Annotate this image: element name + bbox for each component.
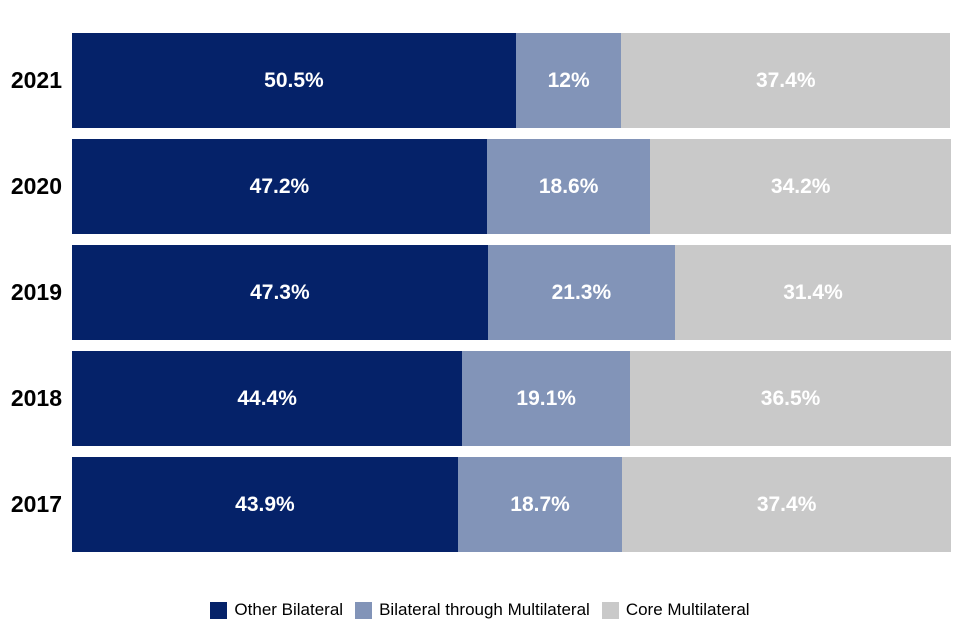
value-label: 36.5%	[760, 386, 821, 410]
legend-label: Core Multilateral	[625, 600, 750, 619]
value-label: 50.5%	[264, 68, 324, 92]
value-label: 19.1%	[516, 386, 576, 410]
value-label: 34.2%	[770, 174, 831, 198]
bar-segment-core-multilateral: 34.2%	[650, 139, 951, 234]
chart-legend: Other Bilateral Bilateral through Multila…	[0, 600, 960, 620]
bar-segment-other-bilateral: 44.4%	[72, 351, 463, 446]
value-label: 47.2%	[249, 174, 310, 198]
value-label: 31.4%	[783, 280, 843, 304]
bar-area: 50.5% 12% 37.4%	[72, 33, 951, 128]
legend-swatch-icon	[355, 601, 373, 619]
value-label: 21.3%	[551, 280, 612, 304]
bar-chart-plot-area: 2021 50.5% 12% 37.4% 2020 47.2% 18.6% 34.2% 2019…	[0, 33, 960, 563]
bar-segment-other-bilateral: 47.3%	[72, 245, 488, 340]
bar-row-2019: 2019 47.3% 21.3% 31.4%	[0, 245, 960, 340]
year-label: 2019	[10, 279, 62, 305]
legend-label: Other Bilateral	[234, 600, 344, 619]
value-label: 47.3%	[250, 280, 310, 304]
bar-segment-core-multilateral: 36.5%	[630, 351, 951, 446]
bar-row-2021: 2021 50.5% 12% 37.4%	[0, 33, 960, 128]
year-label: 2017	[10, 491, 62, 517]
legend-item-core-multilateral: Core Multilateral	[601, 600, 750, 620]
bar-segment-core-multilateral: 37.4%	[622, 457, 951, 552]
year-label: 2020	[10, 173, 62, 199]
bar-segment-core-multilateral: 37.4%	[621, 33, 951, 128]
legend-item-other-bilateral: Other Bilateral	[210, 600, 343, 620]
bar-segment-bilateral-through-multilateral: 19.1%	[462, 351, 631, 446]
bar-area: 44.4% 19.1% 36.5%	[72, 351, 951, 446]
bar-row-2020: 2020 47.2% 18.6% 34.2%	[0, 139, 960, 234]
bar-segment-bilateral-through-multilateral: 21.3%	[487, 245, 675, 340]
bar-segment-other-bilateral: 43.9%	[72, 457, 458, 552]
value-label: 37.4%	[756, 492, 817, 516]
bar-area: 47.3% 21.3% 31.4%	[72, 245, 951, 340]
year-label: 2018	[10, 385, 62, 411]
legend-item-bilateral-through-multilateral: Bilateral through Multilateral	[355, 600, 590, 620]
value-label: 44.4%	[237, 386, 297, 410]
bar-area: 43.9% 18.7% 37.4%	[72, 457, 951, 552]
value-label: 37.4%	[755, 68, 816, 92]
legend-label: Bilateral through Multilateral	[379, 600, 590, 619]
bar-segment-core-multilateral: 31.4%	[674, 245, 951, 340]
legend-swatch-icon	[601, 601, 619, 619]
bar-segment-bilateral-through-multilateral: 18.7%	[457, 457, 623, 552]
bar-segment-bilateral-through-multilateral: 18.6%	[486, 139, 651, 234]
value-label: 43.9%	[235, 492, 295, 516]
bar-row-2018: 2018 44.4% 19.1% 36.5%	[0, 351, 960, 446]
value-label: 18.6%	[538, 174, 599, 198]
value-label: 18.7%	[510, 492, 570, 516]
bar-segment-other-bilateral: 47.2%	[72, 139, 487, 234]
bar-segment-other-bilateral: 50.5%	[72, 33, 516, 128]
legend-swatch-icon	[210, 601, 228, 619]
year-label: 2021	[10, 67, 62, 93]
bar-area: 47.2% 18.6% 34.2%	[72, 139, 951, 234]
bar-segment-bilateral-through-multilateral: 12%	[515, 33, 622, 128]
value-label: 12%	[547, 68, 590, 92]
bar-row-2017: 2017 43.9% 18.7% 37.4%	[0, 457, 960, 552]
